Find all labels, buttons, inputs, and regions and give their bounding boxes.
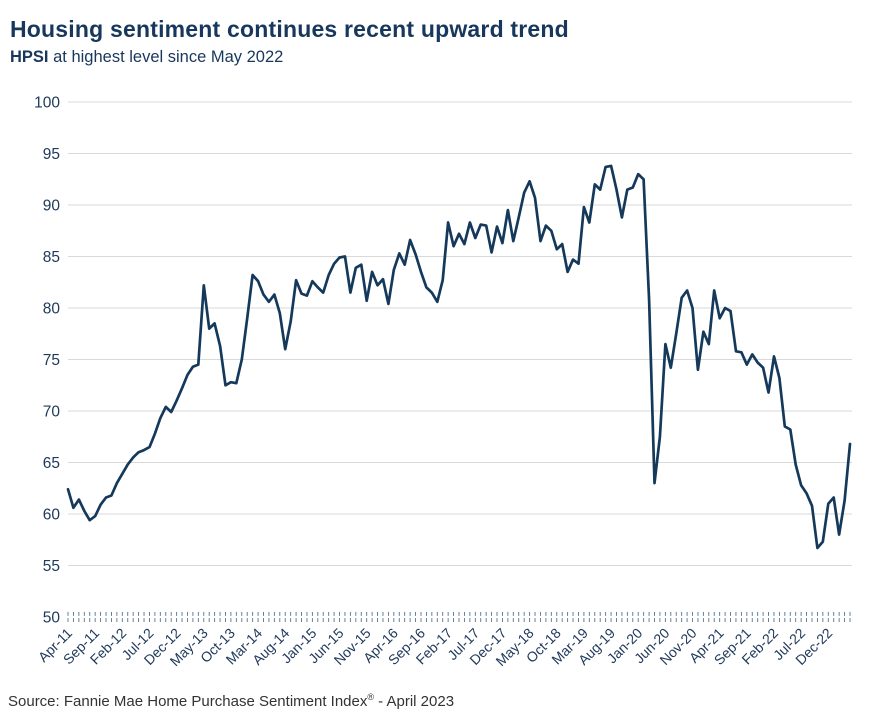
y-axis-tick-label: 85 (43, 249, 60, 266)
chart-title: Housing sentiment continues recent upwar… (10, 16, 569, 42)
chart-subtitle-series: HPSI (10, 48, 49, 66)
y-axis-tick-label: 50 (43, 610, 61, 627)
y-axis-tick-label: 90 (43, 198, 61, 215)
source-note-date: - April 2023 (374, 693, 455, 710)
source-note-text: Source: Fannie Mae Home Purchase Sentime… (8, 693, 368, 710)
y-axis-tick-label: 70 (43, 404, 61, 421)
chart-subtitle-text: at highest level since May 2022 (48, 48, 284, 66)
chart-subtitle: HPSI at highest level since May 2022 (10, 48, 283, 67)
y-axis-tick-label: 95 (43, 146, 60, 163)
y-axis-tick-label: 60 (43, 507, 61, 524)
hpsi-line (66, 164, 852, 550)
y-axis-tick-label: 65 (43, 455, 60, 472)
y-axis-tick-label: 100 (34, 95, 60, 112)
y-axis-tick-label: 75 (43, 352, 60, 369)
source-note: Source: Fannie Mae Home Purchase Sentime… (8, 692, 454, 710)
registered-trademark-symbol: ® (367, 692, 374, 702)
y-axis-tick-label: 55 (43, 558, 60, 575)
y-axis-tick-label: 80 (43, 301, 61, 318)
